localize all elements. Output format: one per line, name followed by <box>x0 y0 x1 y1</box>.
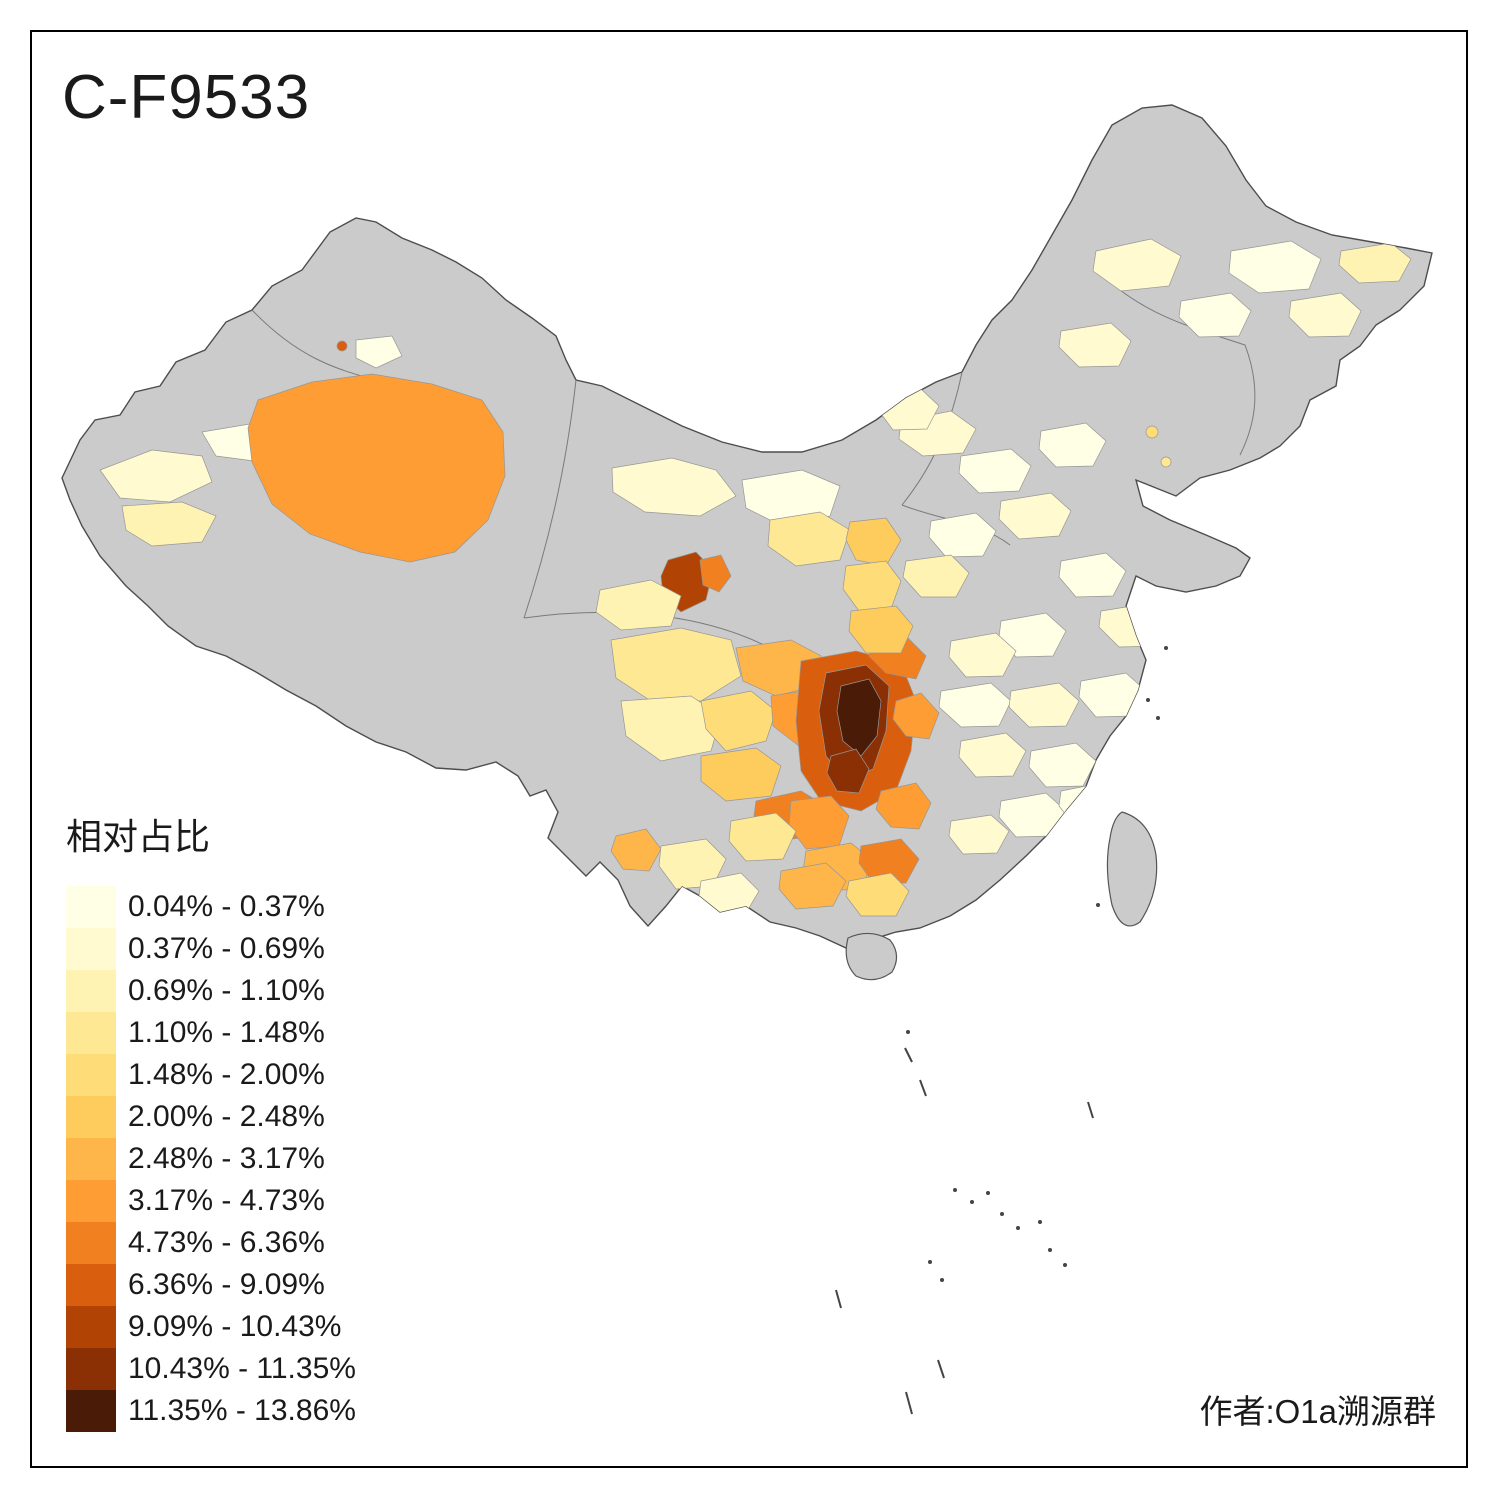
map-region <box>958 448 1032 494</box>
map-region <box>1008 682 1080 728</box>
map-region <box>1058 322 1132 368</box>
map-region <box>938 682 1012 728</box>
legend-item: 3.17% - 4.73% <box>66 1180 356 1222</box>
map-region <box>875 782 932 830</box>
legend-label: 2.00% - 2.48% <box>128 1100 325 1133</box>
map-region <box>595 579 682 631</box>
map-region <box>948 814 1010 855</box>
legend-swatch <box>66 1138 116 1180</box>
legend-label: 3.17% - 4.73% <box>128 1184 325 1217</box>
legend-item: 2.48% - 3.17% <box>66 1138 356 1180</box>
legend-label: 9.09% - 10.43% <box>128 1310 342 1343</box>
map-region <box>826 748 870 794</box>
map-region <box>1038 422 1107 468</box>
map-region <box>336 340 348 352</box>
map-region <box>1028 742 1097 788</box>
map-region <box>1092 238 1182 292</box>
legend-item: 6.36% - 9.09% <box>66 1264 356 1306</box>
legend-label: 11.35% - 13.86% <box>128 1394 356 1427</box>
map-region <box>355 335 403 369</box>
page-title: C-F9533 <box>62 63 311 132</box>
legend-item: 9.09% - 10.43% <box>66 1306 356 1348</box>
map-region <box>121 501 217 547</box>
map-region <box>778 862 847 910</box>
map-region <box>892 692 940 740</box>
taiwan-island <box>1106 811 1158 927</box>
map-region <box>1058 552 1127 598</box>
legend-label: 0.37% - 0.69% <box>128 932 325 965</box>
legend-label: 1.10% - 1.48% <box>128 1016 325 1049</box>
legend-label: 10.43% - 11.35% <box>128 1352 356 1385</box>
legend-swatch <box>66 1054 116 1096</box>
map-region <box>948 632 1017 678</box>
map-region <box>958 732 1027 778</box>
legend-item: 2.00% - 2.48% <box>66 1096 356 1138</box>
map-regions <box>99 238 1412 917</box>
legend-title: 相对占比 <box>66 816 211 857</box>
legend-swatch <box>66 1222 116 1264</box>
legend-item: 0.69% - 1.10% <box>66 970 356 1012</box>
map-region <box>247 373 506 563</box>
map-region <box>699 554 732 593</box>
south-china-sea-islands <box>835 646 1168 1415</box>
map-region <box>858 838 920 884</box>
legend-swatch <box>66 1096 116 1138</box>
map-region <box>1160 456 1172 468</box>
attribution-text: 作者:O1a溯源群 <box>1199 1393 1436 1430</box>
map-region <box>700 747 782 802</box>
legend-swatch <box>66 886 116 928</box>
map-region <box>1228 240 1322 294</box>
legend-label: 1.48% - 2.00% <box>128 1058 325 1091</box>
figure-border <box>30 30 1468 1468</box>
map-region <box>620 695 722 762</box>
legend-swatch <box>66 1390 116 1432</box>
map-region <box>700 690 777 752</box>
legend-swatch <box>66 1348 116 1390</box>
legend-swatch <box>66 928 116 970</box>
legend-item: 1.10% - 1.48% <box>66 1012 356 1054</box>
map-region <box>1288 292 1362 338</box>
map-region <box>845 872 910 917</box>
map-region <box>848 605 914 654</box>
legend-swatch <box>66 970 116 1012</box>
map-region <box>610 828 662 872</box>
legend-item: 4.73% - 6.36% <box>66 1222 356 1264</box>
map-region <box>998 492 1072 540</box>
legend-label: 0.69% - 1.10% <box>128 974 325 1007</box>
legend-label: 0.04% - 0.37% <box>128 890 325 923</box>
legend-item: 10.43% - 11.35% <box>66 1348 356 1390</box>
legend-item: 0.37% - 0.69% <box>66 928 356 970</box>
map-region <box>741 469 841 527</box>
legend-label: 4.73% - 6.36% <box>128 1226 325 1259</box>
china-mainland-outline <box>61 104 1433 949</box>
hainan-island <box>845 932 898 981</box>
map-region <box>928 512 997 558</box>
legend: 相对占比 0.04% - 0.37% 0.37% - 0.69% 0.69% -… <box>66 808 356 1432</box>
map-region <box>767 511 851 567</box>
map-region <box>611 457 737 517</box>
map-region <box>1178 292 1252 338</box>
map-region <box>610 627 742 702</box>
map-region <box>902 554 970 598</box>
legend-item: 0.04% - 0.37% <box>66 886 356 928</box>
legend-item: 1.48% - 2.00% <box>66 1054 356 1096</box>
legend-label: 6.36% - 9.09% <box>128 1268 325 1301</box>
legend-label: 2.48% - 3.17% <box>128 1142 325 1175</box>
map-region <box>1145 425 1159 439</box>
map-region <box>836 678 882 757</box>
map-region <box>99 449 213 503</box>
map-region <box>728 812 797 862</box>
legend-swatch <box>66 1306 116 1348</box>
legend-item: 11.35% - 13.86% <box>66 1390 356 1432</box>
legend-swatch <box>66 1264 116 1306</box>
legend-swatch <box>66 1180 116 1222</box>
legend-swatch <box>66 1012 116 1054</box>
